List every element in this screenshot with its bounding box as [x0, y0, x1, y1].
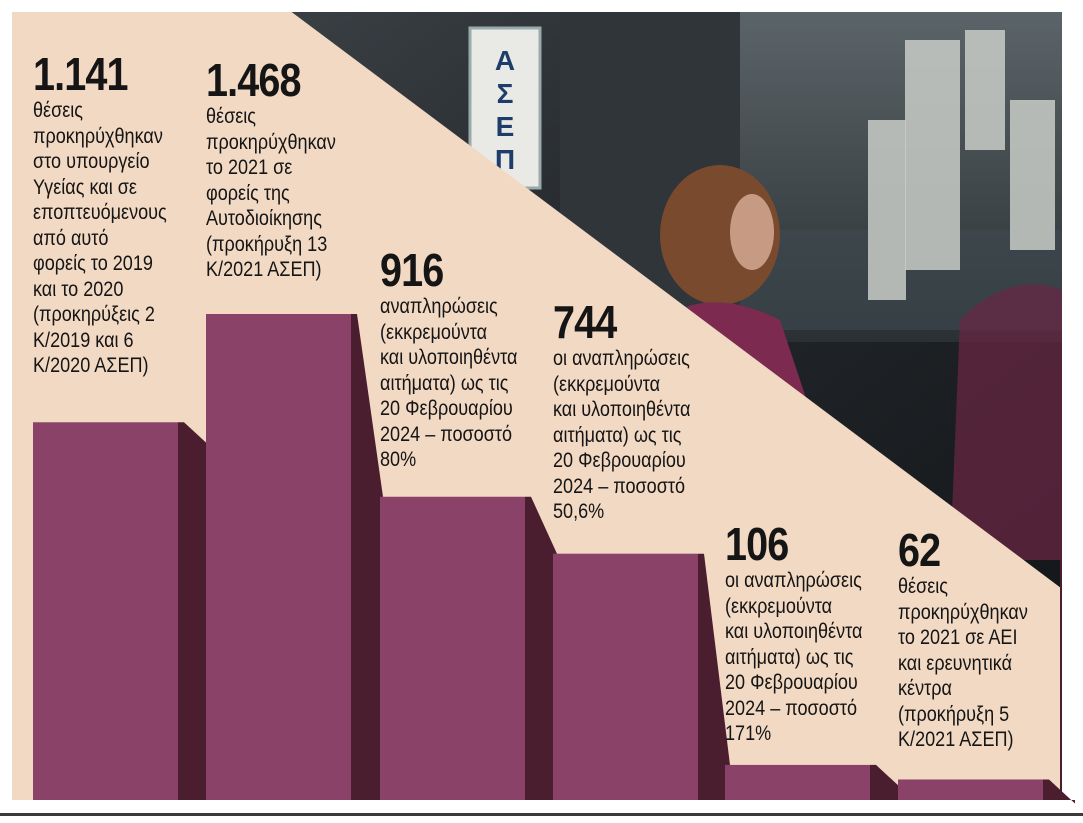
- bar: [206, 314, 351, 800]
- bar: [898, 779, 1043, 800]
- bar-shadow: [870, 764, 902, 800]
- asep-sign-letter: Π: [495, 144, 515, 175]
- bar-shadow: [351, 314, 383, 800]
- photo-notice: [868, 120, 906, 300]
- photo-edge: [289, 11, 1063, 591]
- photo-notice: [965, 30, 1005, 150]
- bar-description: οι αναπληρώσεις (εκκρεμούντα και υλοποιη…: [553, 346, 691, 523]
- photo-notice: [905, 40, 960, 270]
- bar-label: 62 θέσεις προκηρύχθηκαν το 2021 σε ΑΕΙ κα…: [898, 524, 1068, 753]
- bar-description: αναπληρώσεις (εκκρεμούντα και υλοποιηθέν…: [380, 294, 518, 471]
- bar-edge: [1060, 560, 1062, 800]
- bar-label: 1.141 θέσεις προκηρύχθηκαν στο υπουργείο …: [33, 48, 203, 379]
- bar-shadow: [525, 496, 557, 800]
- bar: [725, 764, 870, 800]
- bar-label: 744 οι αναπληρώσεις (εκκρεμούντα και υλοπ…: [553, 296, 723, 525]
- bar-description: θέσεις προκηρύχθηκαν στο υπουργείο Υγεία…: [33, 98, 167, 377]
- bar-label: 1.468 θέσεις προκηρύχθηκαν το 2021 σε φορ…: [206, 54, 376, 283]
- bar-shadow: [178, 422, 210, 800]
- bar-value-label: 1.468: [206, 54, 302, 106]
- photo-person-face: [730, 194, 774, 270]
- bar-shadow: [698, 553, 730, 800]
- bar: [380, 496, 525, 800]
- asep-sign-letter: Α: [495, 45, 515, 76]
- bar: [33, 422, 178, 800]
- bar-description: θέσεις προκηρύχθηκαν το 2021 σε ΑΕΙ και …: [898, 574, 1028, 751]
- bar-shadow: [1043, 779, 1075, 804]
- bar-value-label: 744: [553, 296, 617, 348]
- bar-value-label: 106: [725, 518, 789, 570]
- photo-reflection-person: [950, 284, 1062, 560]
- bar-value-label: 1.141: [33, 48, 129, 100]
- bar-value-label: 62: [898, 524, 941, 576]
- photo-notice: [1010, 100, 1055, 250]
- bar-label: 106 οι αναπληρώσεις (εκκρεμούντα και υλοπ…: [725, 518, 895, 747]
- asep-sign-letter: Ε: [496, 111, 515, 142]
- bar-description: οι αναπληρώσεις (εκκρεμούντα και υλοποιη…: [725, 568, 863, 745]
- bar-label: 916 αναπληρώσεις (εκκρεμούντα και υλοποιη…: [380, 244, 550, 473]
- bar-description: θέσεις προκηρύχθηκαν το 2021 σε φορείς τ…: [206, 104, 336, 281]
- bar: [553, 553, 698, 800]
- asep-sign-letter: Σ: [497, 78, 514, 109]
- bottom-rule: [0, 813, 1083, 816]
- bar-value-label: 916: [380, 244, 444, 296]
